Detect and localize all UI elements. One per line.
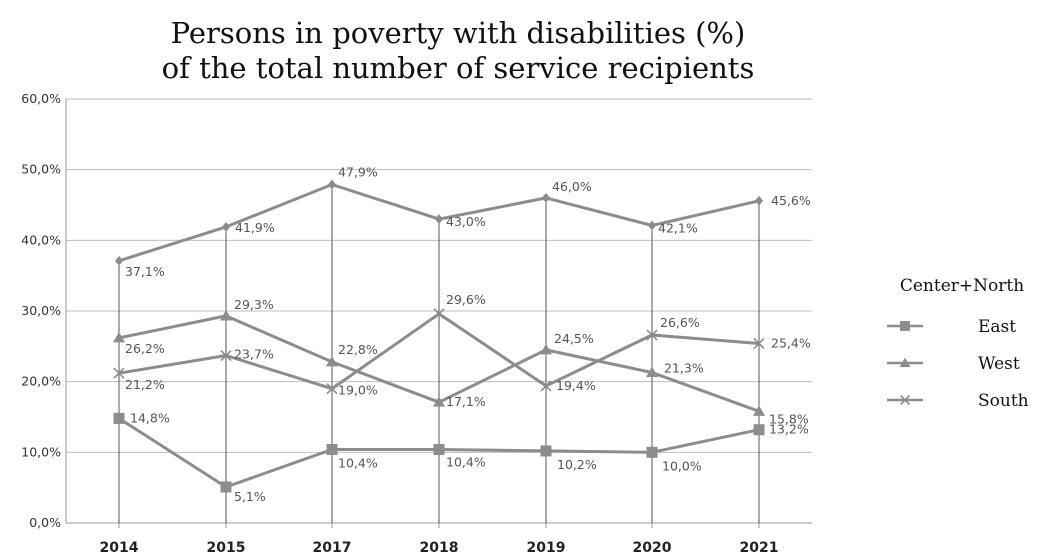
data-label: 42,1% [658, 220, 698, 235]
data-label: 25,4% [771, 336, 811, 351]
data-label: 47,9% [338, 165, 378, 180]
marker-triangle [646, 366, 658, 377]
y-tick-label: 40,0% [21, 232, 61, 247]
drop-lines [118, 184, 760, 523]
legend-entry-label: Center+North [900, 276, 1024, 296]
marker-cross [113, 367, 125, 379]
y-tick-label: 60,0% [21, 91, 61, 106]
data-label: 46,0% [552, 179, 592, 194]
marker-square [433, 444, 445, 456]
marker-triangle [540, 343, 552, 355]
chart-title: Persons in poverty with disabilities (%)… [162, 16, 755, 85]
data-label: 23,7% [234, 347, 274, 362]
marker-triangle [220, 309, 232, 321]
x-tick-label: 2018 [420, 540, 459, 556]
marker-square [113, 412, 125, 424]
data-label: 41,9% [235, 220, 275, 235]
series-markers [113, 179, 765, 493]
chart-title-line-1: Persons in poverty with disabilities (%) [171, 16, 746, 50]
marker-cross [646, 329, 658, 341]
y-axis-ticks: 0,0% 10,0% 20,0% 30,0% 40,0% 50,0% 60,0% [21, 91, 61, 530]
marker-diamond [115, 255, 123, 266]
data-label: 29,6% [446, 292, 486, 307]
x-tick-label: 2021 [740, 540, 779, 556]
marker-cross [540, 380, 552, 392]
marker-diamond [222, 221, 230, 232]
data-label: 21,2% [125, 377, 165, 392]
marker-cross [220, 349, 232, 362]
marker-diamond [755, 195, 763, 206]
y-tick-label: 30,0% [21, 303, 61, 318]
y-tick-label: 10,0% [21, 444, 61, 459]
data-label: 37,1% [125, 264, 165, 279]
data-label: 10,4% [338, 456, 378, 471]
data-labels: 37,1% 41,9% 47,9% 43,0% 46,0% 42,1% 45,6% 14,8%… [125, 165, 811, 504]
marker-cross [753, 337, 765, 350]
data-label: 45,6% [771, 193, 811, 208]
data-label: 24,5% [554, 331, 594, 346]
marker-cross [433, 308, 445, 320]
data-label: 5,1% [234, 489, 266, 504]
marker-square [900, 321, 910, 331]
data-label: 15,8% [769, 411, 809, 426]
x-axis-ticks: 2014 2015 2017 2018 2019 2020 2021 [100, 540, 779, 556]
marker-triangle [899, 357, 911, 368]
x-tick-label: 2014 [100, 540, 139, 556]
data-label: 26,2% [125, 341, 165, 356]
marker-diamond [542, 192, 550, 203]
x-tick-label: 2019 [527, 540, 566, 556]
x-tick-label: 2020 [633, 540, 672, 556]
x-tick-label: 2015 [207, 540, 246, 556]
marker-cross [326, 383, 338, 395]
legend-entry-label: East [978, 317, 1016, 337]
marker-diamond [648, 220, 656, 231]
data-label: 29,3% [234, 297, 274, 312]
legend-entry-label: West [978, 354, 1020, 374]
data-label: 10,2% [557, 457, 597, 472]
marker-square [326, 444, 338, 456]
marker-square [646, 446, 658, 458]
data-label: 17,1% [446, 394, 486, 409]
marker-triangle [326, 355, 338, 367]
legend: Center+North East West South [887, 276, 1029, 411]
data-label: 14,8% [130, 410, 170, 425]
marker-triangle [433, 396, 445, 407]
marker-triangle [113, 331, 125, 343]
data-label: 26,6% [660, 315, 700, 330]
data-label: 19,4% [556, 378, 596, 393]
y-tick-label: 0,0% [29, 515, 61, 530]
data-label: 43,0% [446, 214, 486, 229]
chart-title-line-2: of the total number of service recipient… [162, 51, 755, 85]
marker-diamond [435, 214, 443, 225]
marker-square [220, 481, 232, 493]
marker-diamond [328, 179, 336, 190]
data-label: 19,0% [338, 383, 378, 398]
legend-entry-label: South [978, 391, 1029, 411]
marker-triangle [753, 405, 765, 416]
data-label: 10,4% [446, 455, 486, 470]
y-tick-label: 20,0% [21, 374, 61, 389]
marker-cross [899, 394, 911, 406]
data-label: 22,8% [338, 342, 378, 357]
data-label: 13,2% [769, 422, 809, 437]
y-tick-label: 50,0% [21, 162, 61, 177]
data-label: 21,3% [664, 360, 704, 375]
marker-square [753, 424, 765, 436]
x-tick-label: 2017 [313, 540, 352, 556]
marker-square [540, 445, 552, 457]
data-label: 10,0% [662, 458, 702, 473]
